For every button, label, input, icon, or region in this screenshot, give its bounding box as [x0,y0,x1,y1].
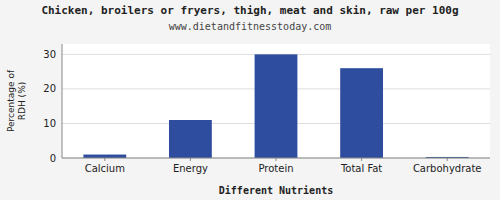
bar [340,68,383,158]
plot-background [62,44,490,158]
y-axis-line [62,44,63,158]
title: Chicken, broilers or fryers, thigh, meat… [41,4,458,17]
y-axis-label: Percentage ofRDH (%) [6,69,27,132]
x-tick-label: Energy [173,163,208,174]
x-tick-label: Total Fat [340,163,382,174]
bar [169,120,212,158]
x-tick-label: Protein [258,163,293,174]
bars [83,54,468,158]
subtitle: www.dietandfitnesstoday.com [169,21,332,32]
bar [255,54,298,158]
background [0,0,500,200]
chart-container: Chicken, broilers or fryers, thigh, meat… [0,0,500,200]
x-tick [447,158,448,161]
chart-svg: Chicken, broilers or fryers, thigh, meat… [0,0,500,200]
x-tick [104,158,105,161]
y-tick-label: 0 [50,153,56,164]
x-tick [361,158,362,161]
y-tick-label: 30 [43,49,56,60]
x-axis-label: Different Nutrients [219,185,333,196]
x-tick [276,158,277,161]
x-tick [190,158,191,161]
y-tick-label: 20 [43,83,56,94]
y-axis-label-line: Percentage of [6,69,16,132]
x-tick-label: Carbohydrate [413,163,482,174]
y-tick-label: 10 [43,118,56,129]
bar [83,155,126,158]
y-axis-label-line: RDH (%) [17,82,27,120]
x-tick-label: Calcium [85,163,125,174]
